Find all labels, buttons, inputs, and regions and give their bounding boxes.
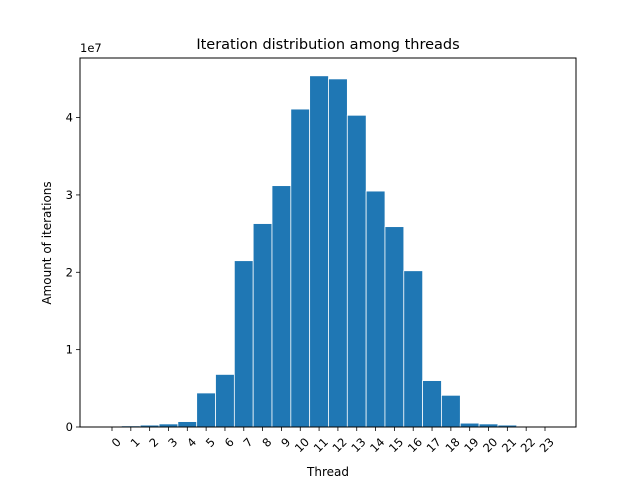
bars-group [102,75,555,428]
bar-thread-9 [271,185,292,428]
bar-thread-5 [196,392,216,428]
bar-thread-8 [252,223,273,428]
x-axis-label: Thread [306,465,349,479]
bar-thread-14 [365,190,386,428]
y-tick-label: 2 [66,265,73,279]
y-tick-label: 3 [66,188,73,202]
bar-thread-10 [290,108,311,428]
bar-thread-7 [233,260,254,428]
y-tick-label: 4 [66,111,73,125]
plot-frame [79,57,577,428]
bar-thread-6 [215,373,235,428]
bar-thread-4 [177,421,198,428]
y-ticks-group: 0 1 2 3 4 [66,111,80,434]
y-tick-label: 0 [66,420,73,434]
bar-thread-17 [422,380,442,428]
y-tick-label: 1 [66,343,73,357]
chart-title: Iteration distribution among threads [196,37,459,53]
bar-thread-11 [309,75,329,428]
bar-thread-13 [346,114,367,428]
bar-thread-19 [459,422,480,428]
bar-thread-15 [384,226,405,428]
bar-thread-12 [328,78,348,428]
y-axis-label: Amount of iterations [40,181,54,304]
y-multiplier-label: 1e7 [80,41,102,55]
bar-thread-18 [441,394,461,428]
bar-thread-16 [403,270,424,428]
